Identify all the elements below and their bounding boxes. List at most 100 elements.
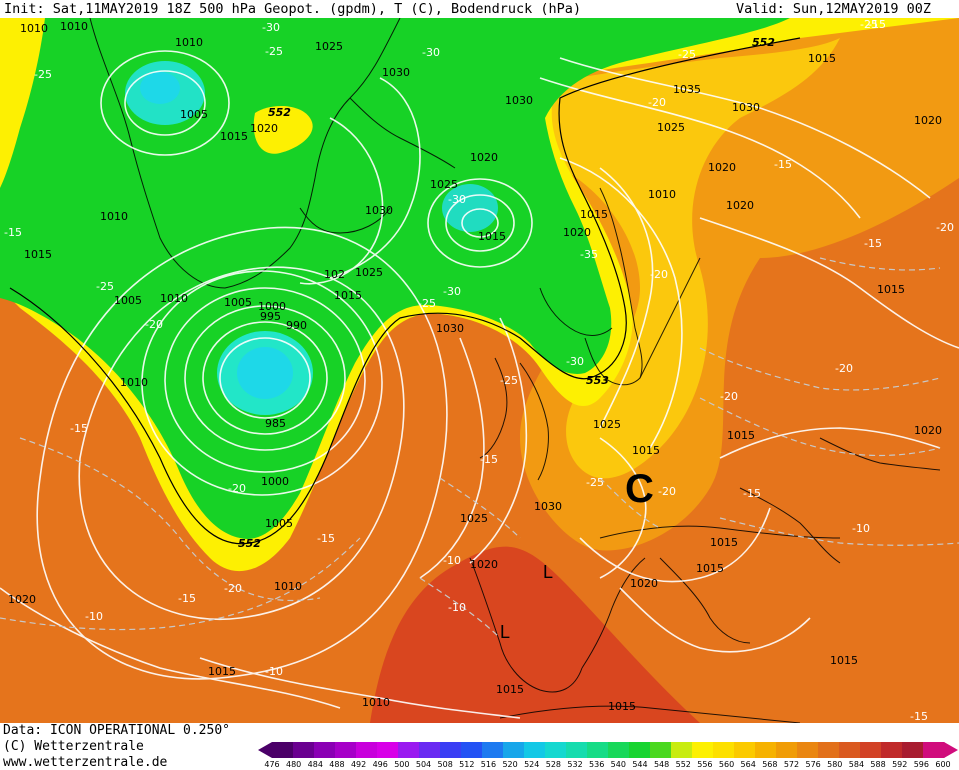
scale-tick-label: 500 bbox=[394, 760, 410, 769]
scale-tick-label: 580 bbox=[827, 760, 843, 769]
pressure-label: 1025 bbox=[315, 40, 343, 53]
isobar-1000 bbox=[164, 287, 366, 473]
isobars bbox=[0, 50, 959, 719]
field-yellow-orange-scandinavia bbox=[480, 38, 840, 479]
isotherm-minus-10-east bbox=[719, 517, 959, 546]
isobar-1010-norwegian bbox=[461, 208, 499, 238]
scale-tick-label: 512 bbox=[459, 760, 475, 769]
pressure-label: 1005 bbox=[265, 517, 293, 530]
geopotential-label: 552 bbox=[752, 36, 775, 49]
pressure-label: 1015 bbox=[608, 700, 636, 713]
temperature-label: -10 bbox=[85, 610, 103, 623]
pressure-label: 1000 bbox=[261, 475, 289, 488]
iceland-coast bbox=[539, 287, 613, 336]
britain-coast bbox=[519, 362, 549, 481]
pressure-label: 1015 bbox=[877, 283, 905, 296]
geopotential-label: 553 bbox=[586, 374, 609, 387]
scale-cell bbox=[566, 742, 588, 758]
color-scale-bar bbox=[258, 742, 958, 758]
africa-coast bbox=[499, 705, 801, 723]
isobar-1020-scandinavia bbox=[559, 157, 683, 449]
scale-tick-label: 584 bbox=[848, 760, 865, 769]
pressure-label: 1010 bbox=[120, 376, 148, 389]
pressure-label: 1020 bbox=[250, 122, 278, 135]
temperature-isotherms bbox=[0, 257, 959, 639]
scale-tick-label: 588 bbox=[870, 760, 886, 769]
isotherm-minus-10-west bbox=[0, 537, 361, 631]
scale-cell bbox=[734, 742, 756, 758]
temperature-label: -15 bbox=[178, 592, 196, 605]
scale-tick-label: 524 bbox=[524, 760, 540, 769]
isobar-1030-west bbox=[469, 317, 528, 564]
pressure-label: 1020 bbox=[470, 151, 498, 164]
scale-tick-label: 508 bbox=[437, 760, 453, 769]
website-link[interactable]: www.wetterzentrale.de bbox=[3, 755, 168, 770]
pressure-label: 1010 bbox=[160, 292, 188, 305]
pressure-label: 985 bbox=[265, 417, 286, 430]
geopotential-552-contour bbox=[9, 37, 801, 545]
scale-cell bbox=[314, 742, 336, 758]
scale-tick-label: 476 bbox=[264, 760, 280, 769]
temperature-label: -15 bbox=[4, 226, 22, 239]
pressure-label: 1025 bbox=[657, 121, 685, 134]
isotherm-minus-15-northeast bbox=[819, 257, 941, 271]
pressure-label: 1020 bbox=[708, 161, 736, 174]
temperature-label: -30 bbox=[566, 355, 584, 368]
temperature-label: -20 bbox=[145, 318, 163, 331]
field-cyan-core-greenland bbox=[140, 72, 180, 104]
field-cyan-low-norwegian bbox=[442, 184, 498, 232]
pressure-label: 1030 bbox=[382, 66, 410, 79]
isobar-1020-norwegian bbox=[427, 178, 533, 268]
scale-tick-label: 520 bbox=[502, 760, 518, 769]
data-source-label: Data: ICON OPERATIONAL 0.250° bbox=[3, 723, 230, 738]
scale-cell bbox=[398, 742, 420, 758]
scale-arrow-right bbox=[944, 742, 958, 758]
isotherm-minus-20-alps bbox=[599, 477, 661, 529]
pressure-label: 1005 bbox=[114, 294, 142, 307]
temperature-label: -10 bbox=[265, 665, 283, 678]
geopotential-label: 552 bbox=[268, 106, 291, 119]
temperature-label: -30 bbox=[262, 21, 280, 34]
init-time-label: Init: Sat,11MAY2019 18Z 500 hPa Geopot. … bbox=[4, 1, 582, 17]
pressure-labels: 1010 1010 1025 1030 1005 1015 1020 552 5… bbox=[8, 20, 942, 713]
scale-cell bbox=[797, 742, 819, 758]
pressure-label: 1015 bbox=[334, 289, 362, 302]
temperature-label: -15 bbox=[864, 237, 882, 250]
norway-coast bbox=[584, 187, 643, 386]
scale-arrow-left bbox=[258, 742, 272, 758]
pressure-label: 1000 bbox=[258, 300, 286, 313]
pressure-label: 1020 bbox=[563, 226, 591, 239]
scale-tick-label: 484 bbox=[307, 760, 323, 769]
temperature-label: -15 bbox=[480, 453, 498, 466]
scale-cell bbox=[629, 742, 651, 758]
scale-tick-label: 544 bbox=[632, 760, 648, 769]
iberia-coast bbox=[469, 557, 583, 693]
pressure-label: 1020 bbox=[470, 558, 498, 571]
scale-cell bbox=[440, 742, 462, 758]
temperature-label: -25 bbox=[586, 476, 604, 489]
scale-tick-label: 488 bbox=[329, 760, 345, 769]
isobar-1015 bbox=[36, 226, 448, 680]
pressure-label: 1015 bbox=[478, 230, 506, 243]
isotherm-minus-10-iberia bbox=[419, 577, 501, 639]
scale-cell bbox=[755, 742, 777, 758]
temperature-label: -25 bbox=[96, 280, 114, 293]
field-cyan-core-atlantic bbox=[237, 347, 293, 399]
isobar-990 bbox=[202, 321, 328, 435]
scale-tick-label: 592 bbox=[892, 760, 908, 769]
field-yellow-cell bbox=[253, 106, 313, 154]
scale-cell bbox=[671, 742, 693, 758]
temperature-labels: -30 -25 -25 -30 -25 -20 -30 -25 -15 -25 … bbox=[4, 18, 954, 723]
temperature-label: -10 bbox=[448, 601, 466, 614]
isobar-1005 bbox=[141, 270, 383, 496]
pressure-label: 1030 bbox=[732, 101, 760, 114]
pressure-label: 1030 bbox=[534, 500, 562, 513]
temperature-label: -15 bbox=[70, 422, 88, 435]
scale-cell bbox=[608, 742, 630, 758]
temperature-label: -15 bbox=[317, 532, 335, 545]
isotherm-minus-20-east bbox=[699, 347, 941, 391]
color-scale-labels: 476 480 484 488 492 496 500 504 508 512 516 520 524 5… bbox=[264, 760, 959, 770]
low-marker: L bbox=[543, 562, 553, 582]
pressure-label: 1010 bbox=[175, 36, 203, 49]
isobar-1025-greenland bbox=[299, 117, 384, 285]
